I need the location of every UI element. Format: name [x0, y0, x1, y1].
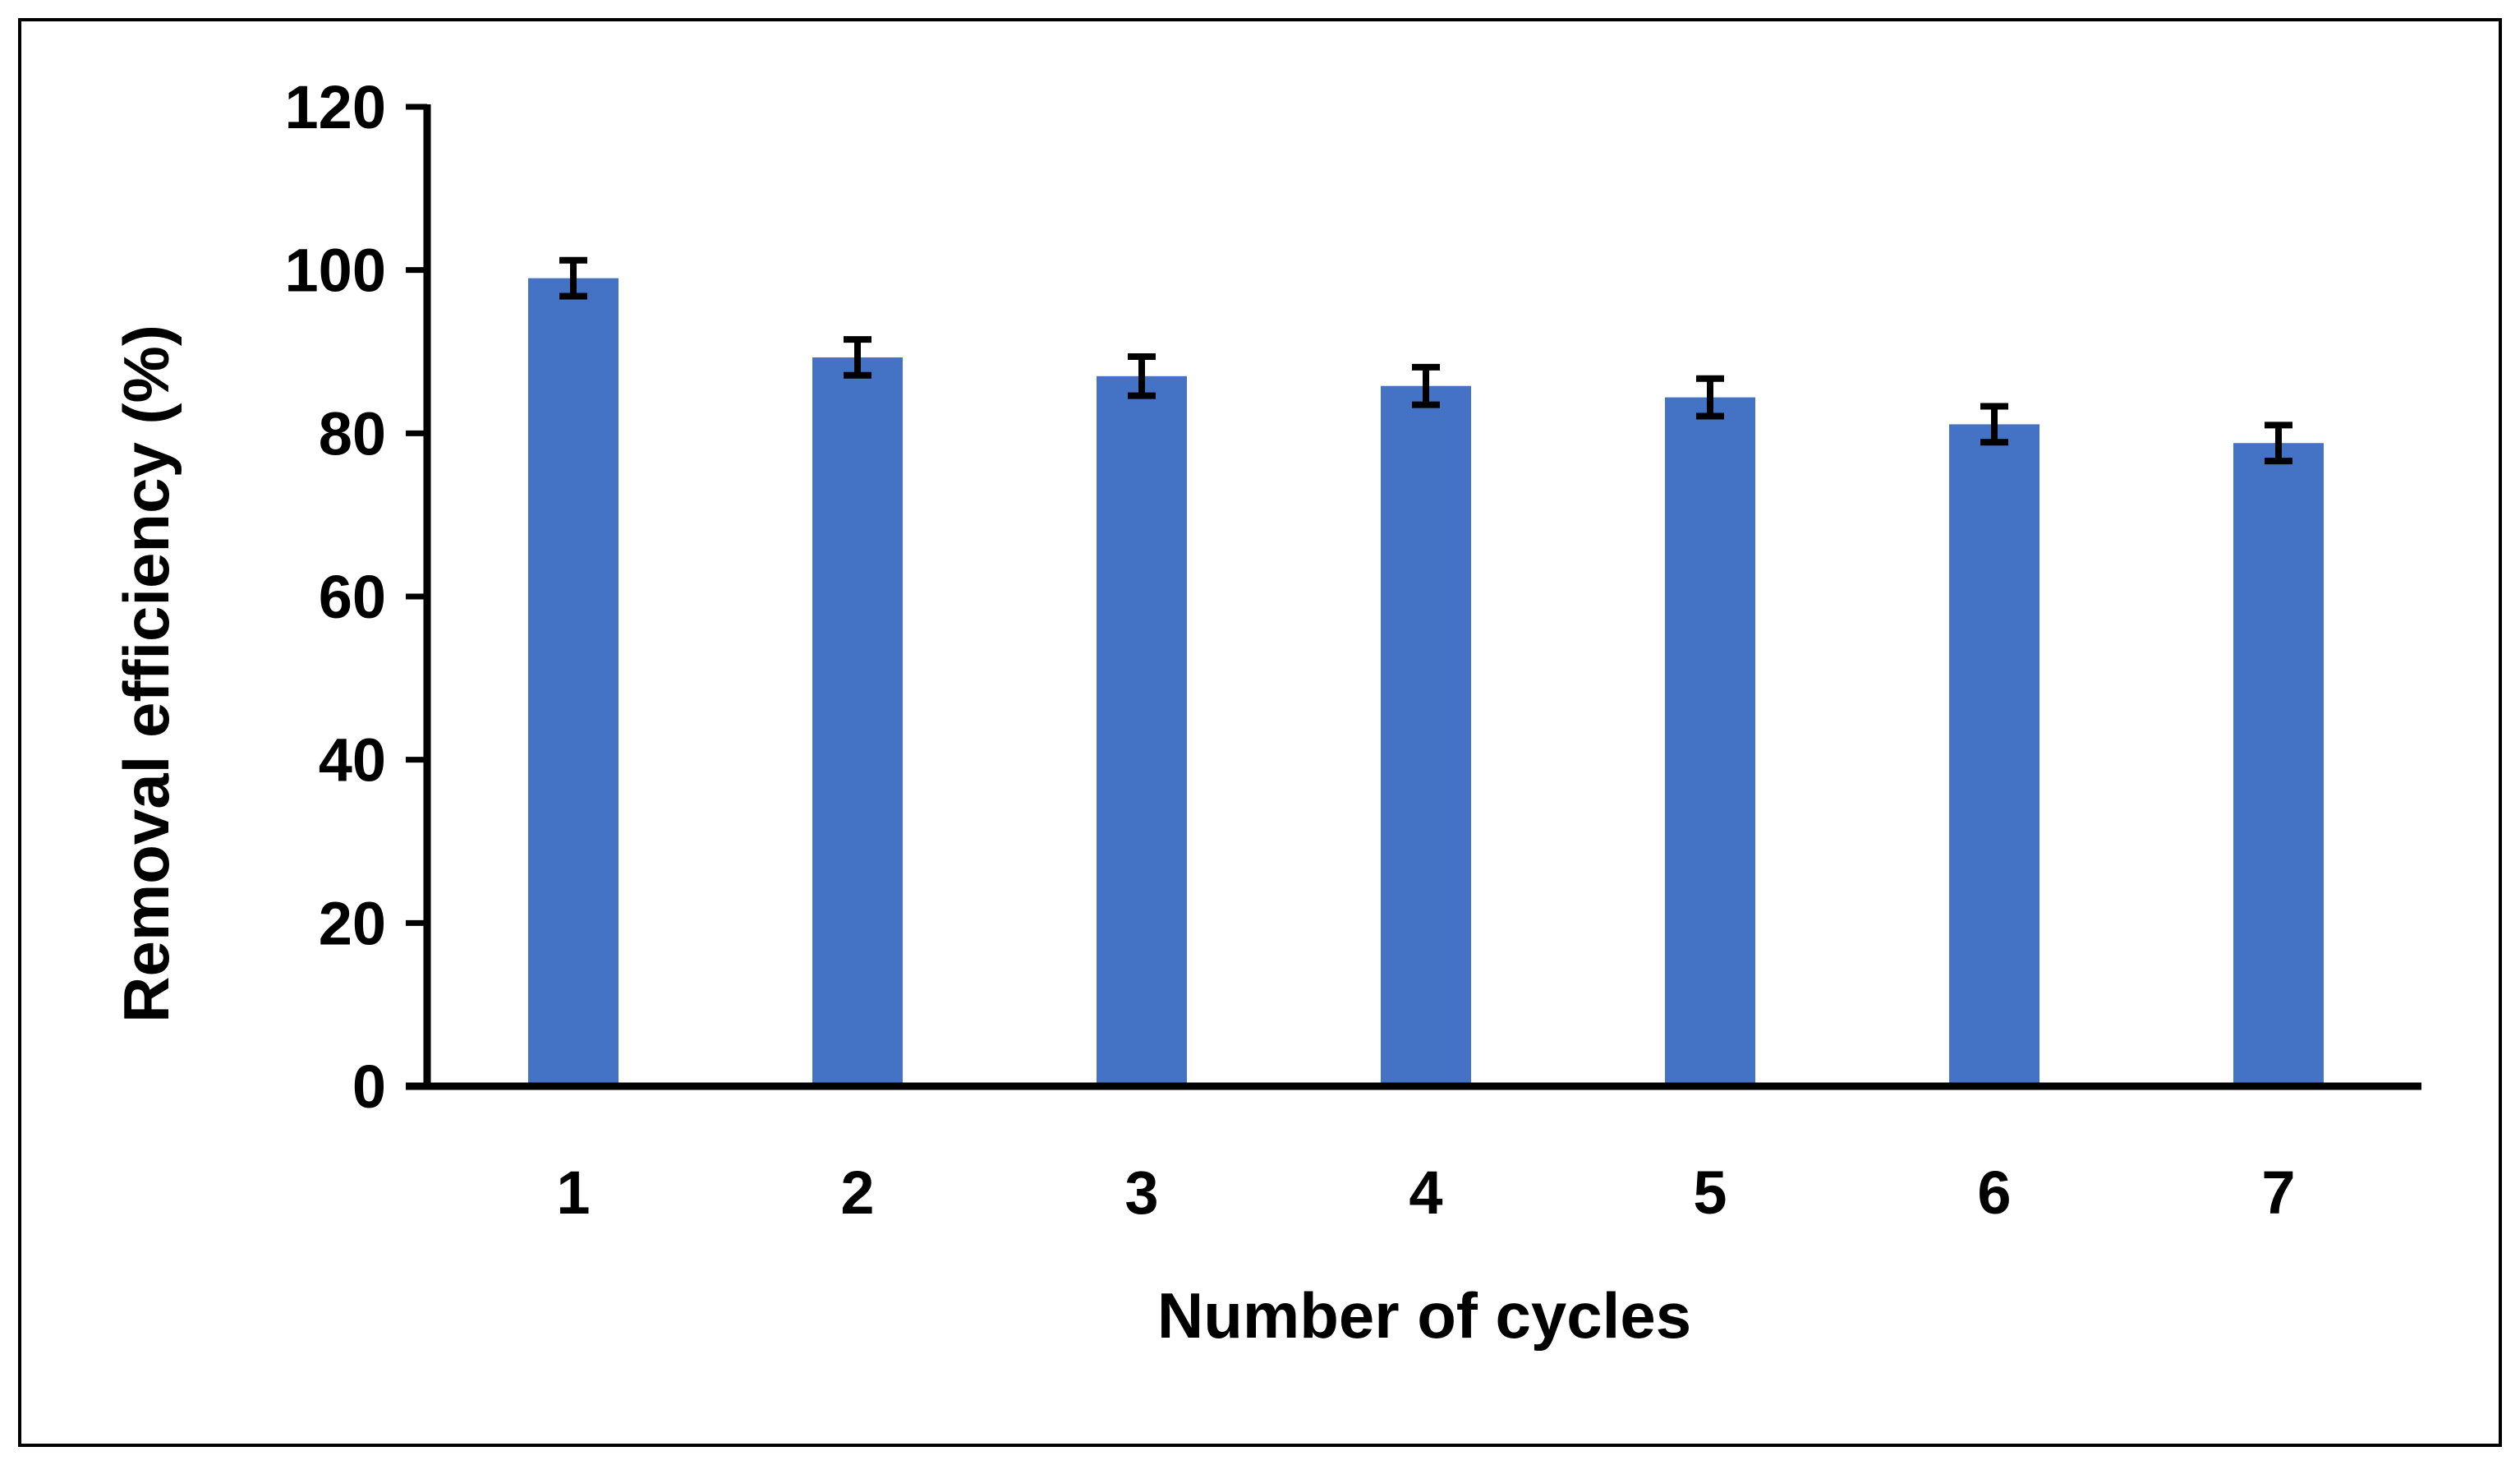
x-tick-label: 6: [1977, 1159, 2011, 1227]
error-bars-group: [559, 256, 2292, 465]
bar: [1665, 397, 1755, 1086]
figure-frame: [18, 18, 2502, 1447]
bar: [1381, 385, 1471, 1087]
x-tick-label: 7: [2261, 1159, 2295, 1227]
y-tick-label: 120: [285, 73, 386, 141]
bars-group: [528, 278, 2324, 1087]
y-tick-label: 60: [319, 563, 386, 631]
y-tick-label: 0: [352, 1053, 386, 1121]
y-axis-ticks: 0 20 40 60 80 100 120: [285, 73, 427, 1121]
x-axis-title: Number of cycles: [1157, 1279, 1691, 1352]
x-tick-label: 5: [1693, 1159, 1727, 1227]
y-tick-label: 80: [319, 399, 386, 468]
bar: [1097, 375, 1187, 1086]
y-tick-label: 20: [319, 889, 386, 957]
x-tick-label: 1: [556, 1159, 590, 1227]
y-tick-label: 100: [285, 237, 386, 305]
x-axis-ticks: 1 2 3 4 5 6 7: [556, 1159, 2295, 1227]
bar: [1949, 424, 2039, 1086]
bar: [528, 278, 619, 1087]
x-tick-label: 3: [1124, 1159, 1158, 1227]
x-tick-label: 2: [840, 1159, 874, 1227]
bar: [812, 357, 903, 1086]
x-tick-label: 4: [1409, 1159, 1442, 1227]
bar: [2233, 443, 2324, 1086]
y-axis-title: Removal efficiency (%): [110, 325, 182, 1023]
y-tick-label: 40: [319, 726, 386, 795]
